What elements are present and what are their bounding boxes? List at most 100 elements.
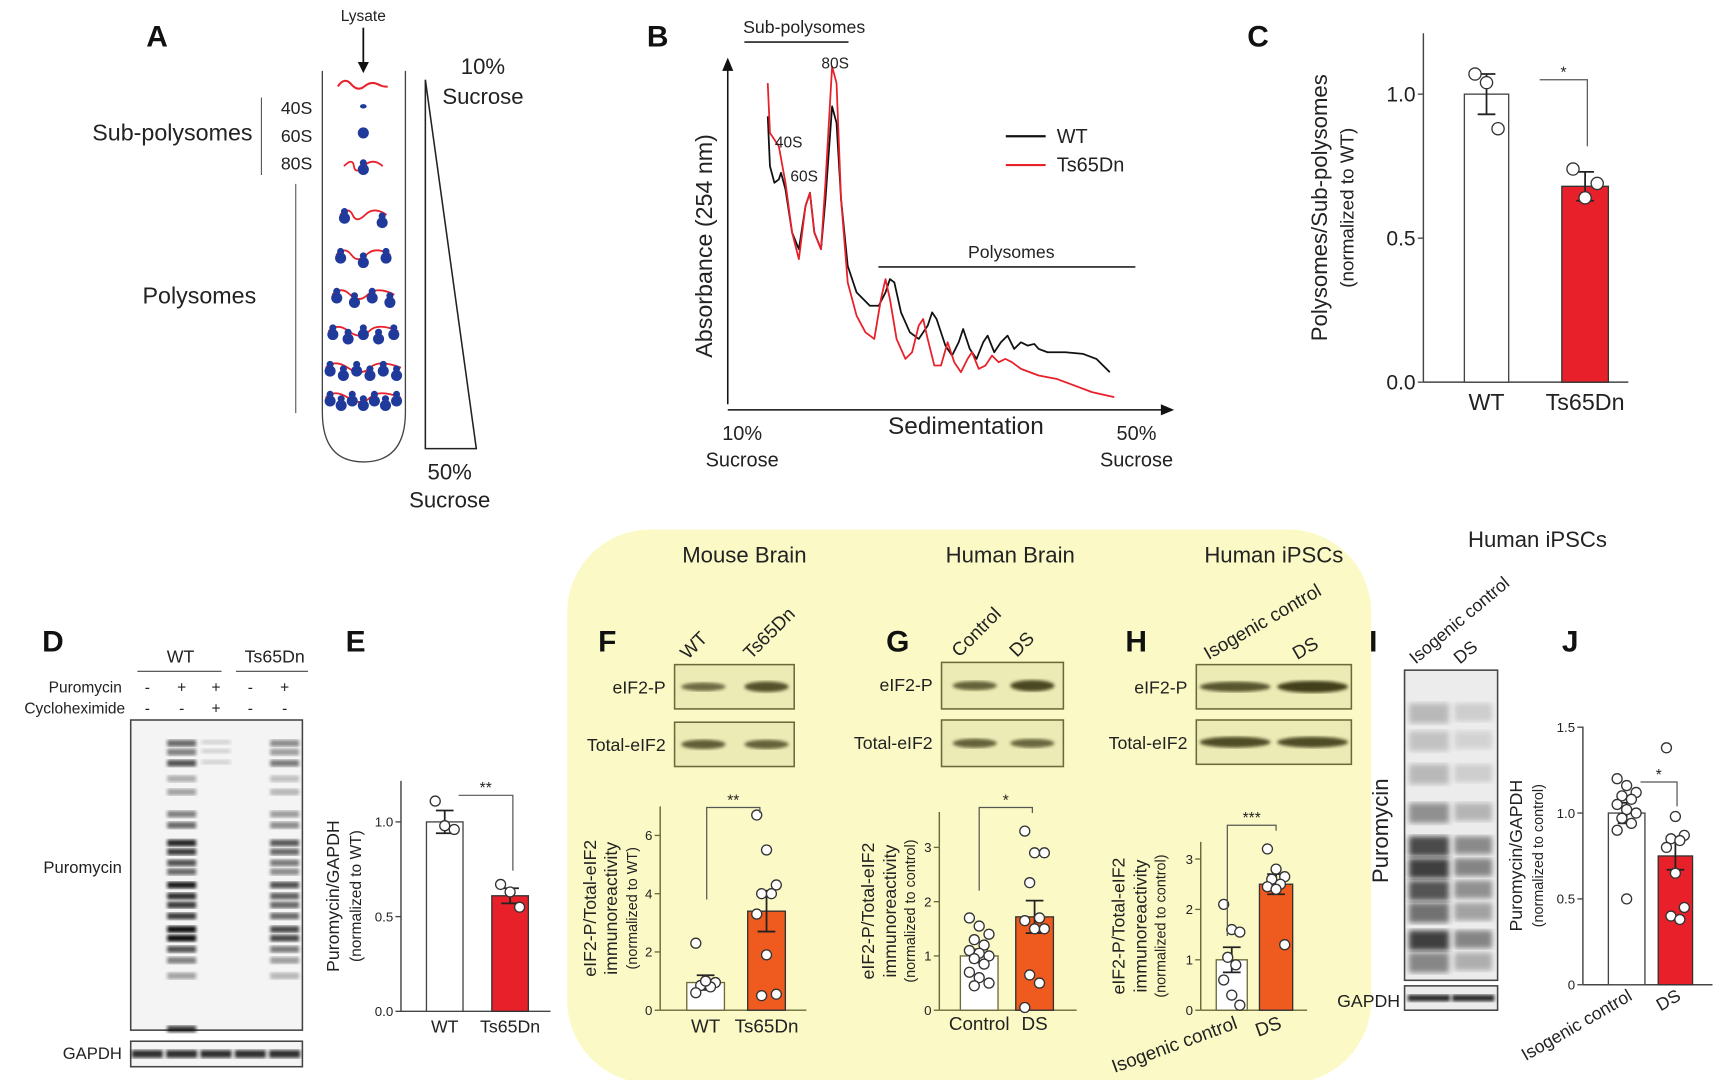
band xyxy=(1454,731,1493,749)
data-point xyxy=(1578,191,1592,205)
ribosome-row xyxy=(338,208,388,229)
bar-ts65dn xyxy=(1561,185,1610,383)
data-point xyxy=(699,975,712,987)
band xyxy=(270,945,300,953)
panel-g-bar-chart xyxy=(933,806,1077,1014)
40s-label: 40S xyxy=(281,98,313,118)
band xyxy=(270,859,300,867)
panel-i-western-blot xyxy=(1403,669,1499,1011)
band xyxy=(1277,736,1349,748)
mrna-icon xyxy=(337,79,389,90)
sub-polysomes-label: Sub-polysomes xyxy=(743,17,865,37)
data-point xyxy=(1674,834,1686,847)
y-axis-label: Puromycin/GAPDH xyxy=(1506,780,1526,932)
data-point xyxy=(755,888,768,900)
band xyxy=(167,901,197,909)
x-category-label: Ts65Dn xyxy=(480,1016,540,1036)
cycloheximide-sign: - xyxy=(179,700,184,717)
band xyxy=(1454,902,1493,921)
band xyxy=(270,934,300,942)
data-point xyxy=(513,901,526,913)
cycloheximide-row-label: Cycloheximide xyxy=(24,700,125,717)
band xyxy=(167,859,197,867)
y-tick-label: 1.5 xyxy=(1557,720,1575,735)
data-point xyxy=(690,937,702,949)
panel-letter-f: F xyxy=(598,625,616,658)
band xyxy=(270,957,300,964)
x-category-label: Control xyxy=(949,1013,1010,1034)
x-category-label: WT xyxy=(691,1015,721,1036)
band xyxy=(270,868,300,876)
data-point xyxy=(1620,779,1633,792)
y-axis-label: eIF2-P/Total-eIF2 xyxy=(858,843,878,980)
y-axis-label: immunoreactivity xyxy=(880,844,900,977)
band xyxy=(1408,731,1449,752)
data-point xyxy=(1625,817,1638,829)
data-point xyxy=(504,886,516,898)
ribosome-icon xyxy=(377,365,389,377)
ribosome-icon xyxy=(373,333,385,345)
ribosome-icon xyxy=(391,369,403,382)
band xyxy=(681,739,726,750)
lane-label: DS xyxy=(1450,637,1482,668)
y-tick-label: 0.0 xyxy=(375,1004,393,1019)
ribosome-icon xyxy=(384,296,396,308)
title-human-ipscs: Human iPSCs xyxy=(1204,543,1343,568)
band xyxy=(167,810,197,818)
ribosome-icon xyxy=(342,333,354,345)
data-point xyxy=(1491,121,1505,136)
eif2p-label: eIF2-P xyxy=(1134,677,1187,697)
band xyxy=(270,892,300,900)
band xyxy=(167,945,197,953)
cycloheximide-sign: - xyxy=(282,700,287,717)
ribosome-row xyxy=(327,324,400,345)
significance-marker: ** xyxy=(727,792,739,809)
y-axis-label: eIF2-P/Total-eIF2 xyxy=(1108,858,1128,995)
y-tick-label: 3 xyxy=(924,840,931,855)
bottom-sucrose-label: Sucrose xyxy=(409,487,490,512)
eif2p-label: eIF2-P xyxy=(613,677,666,697)
data-point xyxy=(1611,798,1623,811)
ribosome-icon xyxy=(331,292,343,304)
x-category-label: WT xyxy=(1468,389,1504,415)
bottom-percent-label: 50% xyxy=(428,460,472,485)
band xyxy=(167,1025,197,1033)
band xyxy=(167,972,197,980)
band xyxy=(1408,902,1449,923)
y-tick-label: 0 xyxy=(645,1003,652,1018)
significance-marker: * xyxy=(1003,792,1009,809)
band xyxy=(167,934,197,942)
ribosome-icon xyxy=(324,365,336,377)
x-category-label: Ts65Dn xyxy=(735,1015,799,1036)
ribosome-icon xyxy=(368,395,380,407)
data-point xyxy=(1230,959,1242,971)
legend-label: Ts65Dn xyxy=(1057,155,1125,177)
60s-label: 60S xyxy=(281,126,313,146)
data-point xyxy=(1222,951,1234,963)
data-point xyxy=(1019,915,1031,927)
y-tick-label: 1 xyxy=(924,949,931,964)
band xyxy=(200,1050,232,1058)
band xyxy=(270,912,300,920)
y-tick-label: 4 xyxy=(645,886,652,901)
right-percent-label: 50% xyxy=(1117,423,1157,445)
data-point xyxy=(1270,863,1282,875)
data-point xyxy=(1616,790,1628,802)
bar-wt xyxy=(425,821,464,1012)
y-tick-label: 1 xyxy=(1186,953,1193,968)
ribosome-row xyxy=(324,390,403,411)
data-point xyxy=(1616,812,1628,824)
band xyxy=(167,912,197,920)
band xyxy=(1010,680,1055,692)
data-point xyxy=(1630,807,1642,819)
y-axis-label: Absorbance (254 nm) xyxy=(691,134,717,358)
band xyxy=(952,681,997,691)
legend-label: WT xyxy=(1057,126,1088,148)
ribosome-icon xyxy=(357,399,369,411)
top-percent-label: 10% xyxy=(461,54,505,79)
band xyxy=(131,1050,163,1058)
data-point xyxy=(755,989,768,1002)
total-eif2-label: Total-eIF2 xyxy=(854,733,933,753)
ribosome-icon xyxy=(391,395,403,407)
data-point xyxy=(1611,773,1623,785)
